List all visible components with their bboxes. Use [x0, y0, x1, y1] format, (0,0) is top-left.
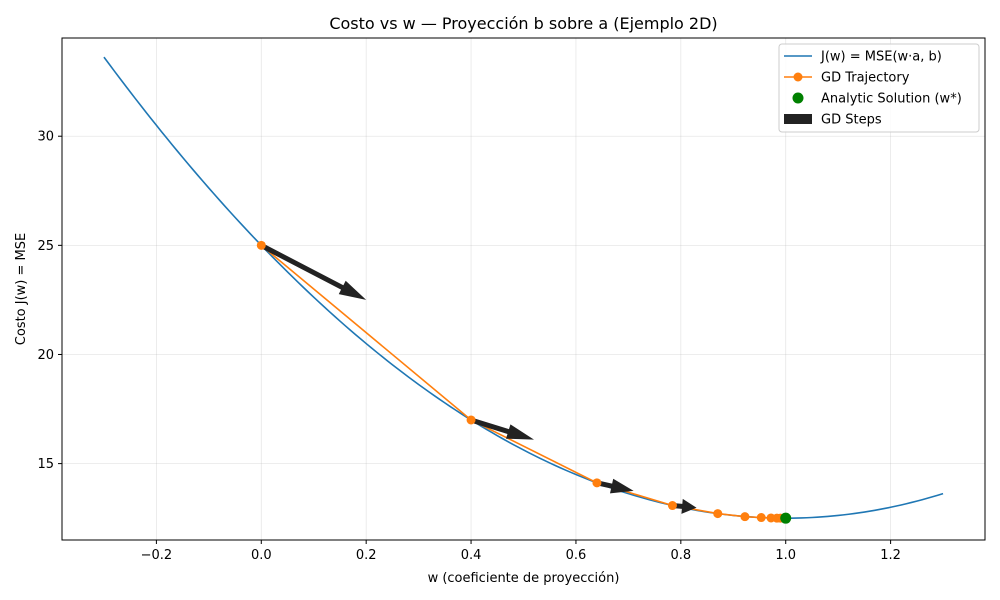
plot-frame — [61, 37, 986, 541]
x-axis-label: w (coeficiente de proyección) — [428, 571, 620, 586]
x-tick-label: 0.8 — [670, 548, 691, 563]
legend-trajectory-marker — [793, 72, 803, 82]
legend-solution-label: Analytic Solution (w*) — [821, 92, 962, 107]
legend: J(w) = MSE(w·a, b) GD Trajectory Analyti… — [778, 43, 980, 133]
x-tick-label: 1.0 — [775, 548, 796, 563]
gd-step-arrow — [260, 243, 367, 300]
legend-trajectory-label: GD Trajectory — [821, 71, 910, 86]
gd-trajectory-point — [256, 240, 266, 250]
x-tick-label: 0.2 — [356, 548, 377, 563]
y-tick-label: 25 — [37, 239, 54, 254]
gd-trajectory-point — [740, 512, 750, 522]
x-tick-label: 0.0 — [251, 548, 272, 563]
gd-step-arrow — [470, 417, 534, 440]
y-tick-label: 15 — [37, 457, 54, 472]
series-layer — [103, 56, 944, 524]
axis-ticks: −0.2 0.0 0.2 0.4 0.6 0.8 1.0 1.2 15 20 25 30 — [37, 130, 900, 563]
legend-steps-swatch — [784, 114, 812, 124]
gd-trajectory-point — [713, 509, 723, 519]
y-tick-label: 30 — [37, 130, 54, 145]
gd-step-arrow — [596, 478, 634, 494]
y-axis-label: Costo J(w) = MSE — [14, 233, 29, 345]
chart-title: Costo vs w — Proyección b sobre a (Ejemp… — [329, 14, 717, 33]
x-tick-label: 0.4 — [461, 548, 482, 563]
legend-box — [778, 43, 980, 133]
analytic-solution-point — [780, 512, 792, 524]
legend-steps-label: GD Steps — [821, 113, 882, 128]
gd-trajectory-point — [667, 501, 677, 511]
y-tick-label: 20 — [37, 348, 54, 363]
x-tick-label: −0.2 — [141, 548, 173, 563]
gd-trajectory-point — [756, 513, 766, 523]
legend-curve-label: J(w) = MSE(w·a, b) — [820, 50, 942, 65]
cost-curve-line — [103, 56, 944, 519]
gd-step-arrow — [672, 498, 697, 514]
x-tick-label: 1.2 — [880, 548, 901, 563]
legend-solution-marker — [792, 92, 804, 104]
gd-trajectory-point — [466, 415, 476, 425]
gd-trajectory-point — [592, 478, 602, 488]
x-tick-label: 0.6 — [566, 548, 587, 563]
